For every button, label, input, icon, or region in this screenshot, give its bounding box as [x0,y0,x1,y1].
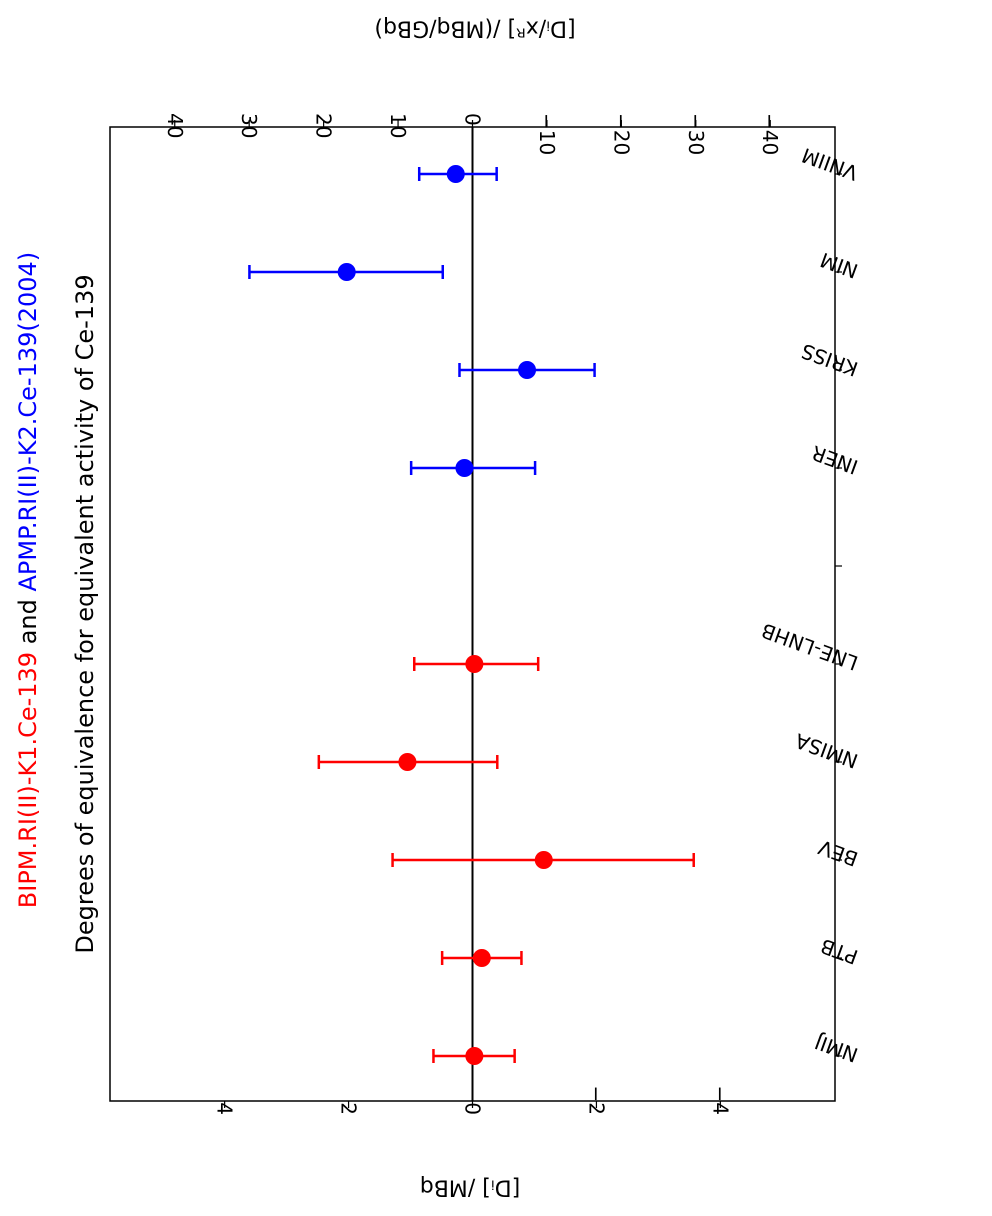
title-and-connector: and [14,592,42,652]
bottom-tick-label-3: −2 [584,1086,608,1115]
top-tick-label-3: 10 [386,113,410,138]
title-bipm-comparison: BIPM.RI(II)-K1.Ce-139 [14,652,42,908]
top-tick-label-6: −20 [609,113,633,155]
bottom-axis-title: [Dᵢ] /MBq [420,1175,520,1200]
title-apmp-comparison: APMP.RI(II)-K2.Ce-139(2004) [14,252,42,592]
top-tick-label-4: 0 [461,113,485,126]
top-tick-label-5: −10 [535,113,559,155]
point-nmij [465,1047,484,1065]
point-nmisa [398,753,417,771]
point-iner [455,459,474,477]
top-tick-label-2: 20 [312,113,336,138]
chart-title-line1: BIPM.RI(II)-K1.Ce-139 and APMP.RI(II)-K2… [14,252,42,908]
point-nim [337,263,356,281]
point-lne-lnhb [465,655,484,673]
bottom-tick-label-2: 0 [461,1102,485,1115]
point-vniim [446,165,465,183]
bottom-tick-label-4: −4 [708,1086,732,1115]
chart-title-line2: Degrees of equivalence for equivalent ac… [71,274,99,953]
top-tick-label-8: −40 [758,113,782,155]
top-tick-label-0: 40 [163,113,187,138]
point-bev [534,851,553,869]
top-tick-label-7: −30 [684,113,708,155]
bottom-tick-label-0: 4 [213,1102,237,1115]
point-kriss [518,361,537,379]
top-axis-title: [Dᵢ/xᴿ] /(MBq/GBq) [374,16,575,41]
top-tick-label-1: 30 [237,113,261,138]
point-ptb [472,949,491,967]
bottom-tick-label-1: 2 [337,1102,361,1115]
